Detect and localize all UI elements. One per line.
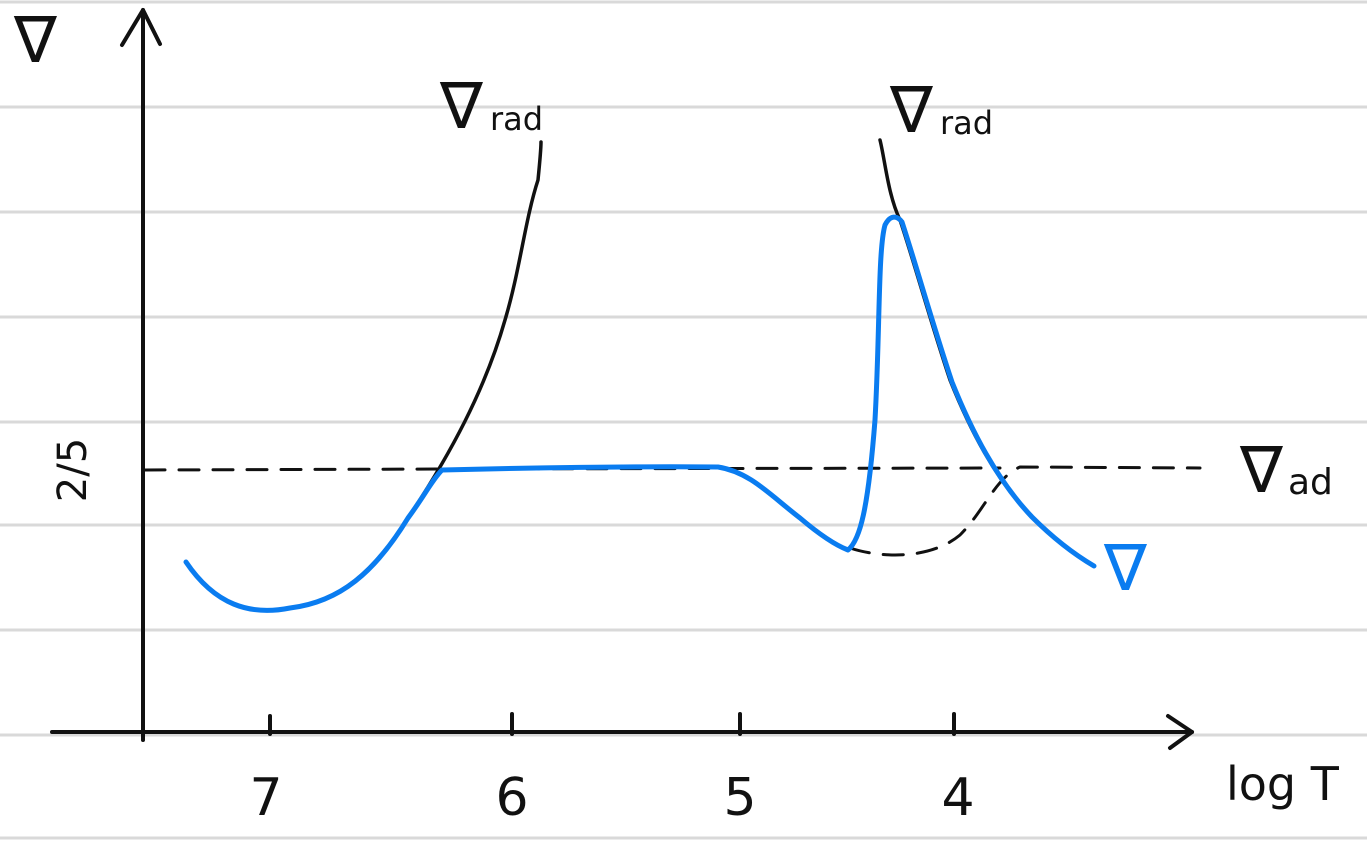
y-axis-arrowhead [120, 8, 162, 47]
annotation-nabla-rad-left: ∇ rad [439, 70, 543, 144]
x-axis-arrowhead [1166, 714, 1194, 750]
x-tick-label-7: 7 [249, 768, 282, 828]
series-nabla-ad [143, 465, 1202, 557]
x-tick-label-4: 4 [941, 768, 974, 828]
annotation-nabla-ad: ∇ ad [1239, 434, 1333, 508]
annotation-nabla-symbol: ∇ [439, 70, 483, 144]
y-axis-label: ∇ [13, 4, 57, 78]
annotation-subscript: rad [940, 104, 993, 142]
annotation-subscript: rad [490, 100, 543, 138]
annotation-nabla-symbol: ∇ [1239, 434, 1283, 508]
series-nabla-actual [183, 214, 1097, 613]
x-ticks [268, 712, 956, 736]
annotation-nabla-blue-symbol: ∇ [1103, 532, 1147, 606]
y-reference-label: 2/5 [50, 438, 96, 502]
x-axis-label: log T [1226, 757, 1340, 811]
x-tick-label-5: 5 [723, 768, 756, 828]
annotation-subscript: ad [1288, 462, 1333, 503]
annotation-nabla-actual: ∇ [1103, 532, 1147, 606]
x-tick-label-6: 6 [495, 768, 528, 828]
nabla-ad-dashed-dip [848, 465, 1202, 557]
annotation-nabla-rad-right: ∇ rad [889, 74, 993, 148]
axes [50, 8, 1194, 750]
annotation-nabla-symbol: ∇ [889, 74, 933, 148]
